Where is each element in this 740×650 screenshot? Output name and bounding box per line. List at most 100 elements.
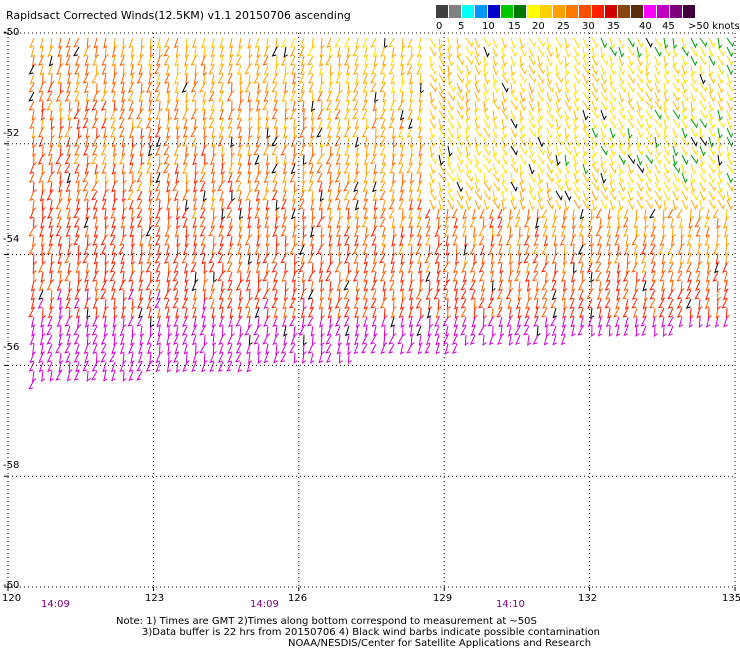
wind-barb [307,46,314,57]
wind-barb [211,136,216,148]
wind-barb [40,217,45,229]
wind-barb [219,55,225,67]
wind-barb [561,262,567,274]
wind-barb [245,280,251,292]
wind-barb [310,244,315,256]
wind-barb [281,217,287,228]
wind-barb [695,226,701,238]
wind-barb [722,289,728,301]
wind-barb [298,244,305,255]
wind-barb [262,289,269,300]
wind-barb [510,55,517,67]
wind-barb [308,154,314,165]
wind-barb [320,208,325,221]
wind-barb [490,253,495,265]
wind-barb [203,262,208,275]
wind-barb [370,343,377,354]
wind-barb [429,37,437,49]
wind-barb [66,73,72,85]
wind-barb [609,199,616,211]
wind-barb [293,217,298,230]
wind-barb [416,163,422,175]
wind-barb [192,190,198,202]
wind-barb [546,190,553,202]
wind-barb [416,109,422,121]
wind-barb [370,298,377,309]
wind-barb [293,118,298,130]
wind-barb [328,208,334,220]
wind-barb [372,307,377,319]
wind-barb [352,109,359,120]
wind-barb [390,55,395,67]
wind-barb [370,64,377,75]
wind-barb [311,145,316,158]
wind-barb [615,298,620,310]
wind-barb [155,163,161,175]
wind-barb [555,190,563,201]
wind-barb [217,253,224,264]
wind-barb [273,307,278,319]
wind-barb [199,226,206,237]
wind-barb [301,235,306,247]
wind-barb [334,262,341,273]
wind-barb [555,172,562,184]
wind-barb [447,73,453,86]
colorbar-label-5: 5 [458,21,465,32]
wind-barb [627,199,635,211]
wind-barb [72,208,80,219]
wind-barb [42,145,47,158]
wind-barb [271,109,278,120]
wind-barb [230,325,235,338]
wind-barb [373,199,379,211]
wind-barb [292,190,297,202]
wind-barb [389,280,395,291]
wind-barb [148,244,153,256]
wind-barb [174,226,180,238]
wind-barb [248,352,253,364]
lat-label-60s: -60 [3,580,20,591]
wind-barb [372,253,378,265]
wind-barb [418,91,423,103]
wind-barb [181,109,188,120]
lat-label-50s: -50 [3,27,20,38]
wind-barb [201,100,207,112]
wind-barb [307,55,314,66]
wind-barb [334,298,341,309]
wind-barb [723,316,728,328]
wind-barb [92,55,98,67]
wind-barb [489,289,495,301]
wind-barb [573,37,581,49]
wind-barb [609,37,616,49]
wind-barb [388,208,395,219]
wind-barb [209,154,215,166]
wind-barb [681,73,688,85]
wind-barb [365,118,370,131]
wind-barb [609,91,617,103]
wind-barb [182,316,188,327]
wind-barb [397,127,404,138]
wind-barb [474,73,480,86]
wind-barb [681,136,689,147]
wind-barb [465,190,472,202]
wind-barb [712,208,719,219]
wind-barb [541,289,548,300]
wind-barb [625,235,630,247]
wind-barb [355,145,361,157]
wind-barb [551,226,557,238]
wind-barb [605,289,611,301]
wind-barb [73,82,80,93]
wind-barb [156,307,162,319]
wind-barb [212,235,217,248]
wind-barb [442,334,449,345]
wind-barb [686,235,692,247]
wind-barb [445,244,451,256]
wind-barb [235,55,242,66]
wind-barb [429,163,436,175]
wind-barb [315,217,323,228]
wind-barb [429,91,435,103]
wind-barb [492,172,500,183]
wind-barb [173,37,179,49]
wind-barb [59,298,64,310]
wind-barb [564,37,570,49]
wind-barb [705,208,711,220]
